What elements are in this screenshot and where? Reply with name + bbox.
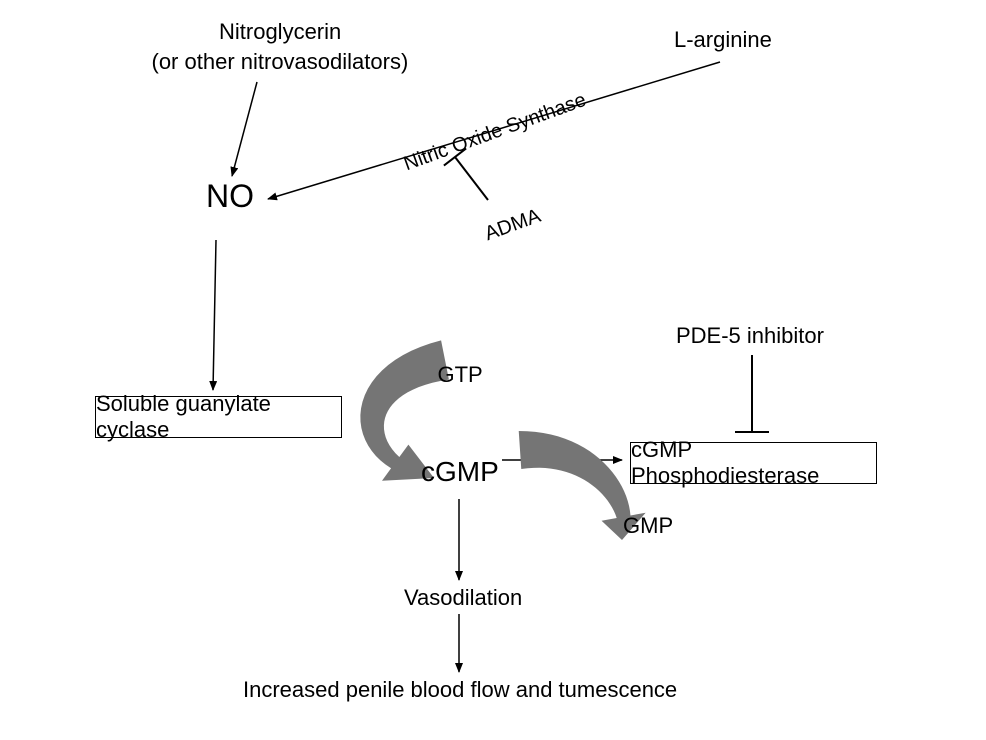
label-adma: ADMA [482,204,544,245]
label-vasodilation: Vasodilation [404,585,522,611]
arrows-layer [0,0,986,740]
box-label-cgmp-pde: cGMP Phosphodiesterase [631,437,876,489]
label-l-arginine: L-arginine [674,27,772,53]
label-nitric-oxide-synthase: Nitric Oxide Synthase [401,88,590,175]
arrow-nitro_to_no [232,82,257,176]
box-soluble-guanylate-cyclase: Soluble guanylate cyclase [95,396,342,438]
label-no: NO [206,178,254,215]
label-pde5-inhibitor: PDE-5 inhibitor [676,323,824,349]
label-cgmp: cGMP [421,456,499,488]
box-label-sgc: Soluble guanylate cyclase [96,391,341,443]
label-nitrovasodilators: (or other nitrovasodilators) [152,49,409,75]
label-gtp: GTP [438,362,483,388]
diagram-canvas: Nitroglycerin (or other nitrovasodilator… [0,0,986,740]
inhibitor-pde5_inhibit [735,355,769,432]
arrow-no_to_sgc [213,240,216,390]
box-cgmp-phosphodiesterase: cGMP Phosphodiesterase [630,442,877,484]
label-gmp: GMP [623,513,673,539]
label-nitroglycerin: Nitroglycerin [219,19,341,45]
label-outcome: Increased penile blood flow and tumescen… [243,677,677,703]
